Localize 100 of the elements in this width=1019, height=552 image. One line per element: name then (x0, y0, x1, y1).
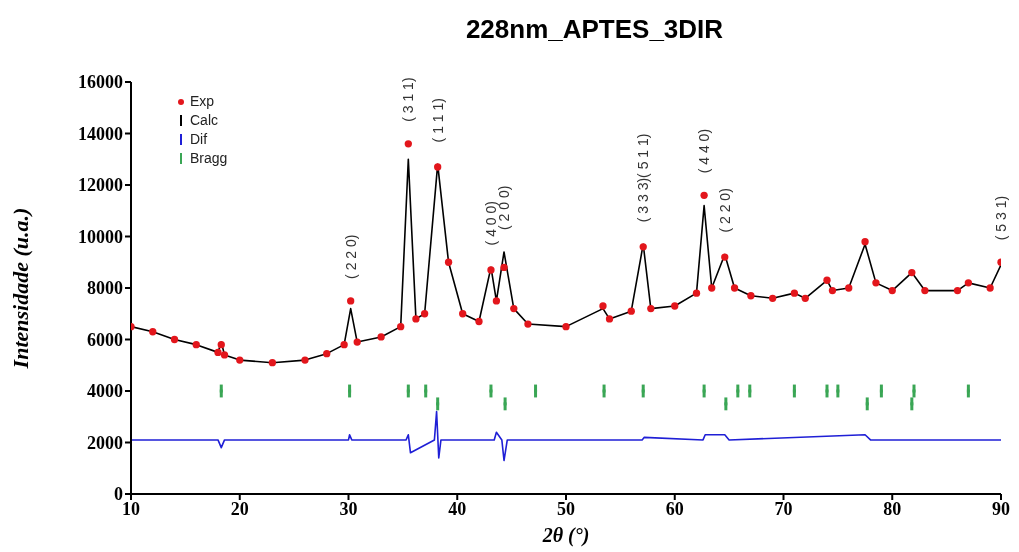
point (170, 335, 179, 344)
point (487, 266, 495, 274)
point (444, 258, 453, 266)
point (845, 284, 853, 292)
point (149, 328, 157, 336)
annotation: ( 1 1 1) (429, 98, 446, 143)
point (434, 163, 442, 171)
point (217, 341, 225, 349)
x-tick-label: 30 (339, 498, 358, 519)
point (692, 289, 701, 297)
point (489, 389, 493, 393)
x-tick-label: 50 (557, 498, 575, 519)
point (562, 322, 570, 331)
point (404, 140, 412, 148)
point (910, 402, 914, 406)
point (347, 297, 355, 305)
point (301, 356, 309, 364)
annotation: ( 3 3 3)( 5 1 1) (635, 133, 652, 223)
point (492, 297, 501, 305)
point (605, 315, 614, 323)
point (602, 389, 606, 393)
y-tick-label: 4000 (87, 381, 123, 402)
point (823, 276, 831, 284)
point (599, 302, 607, 310)
point (724, 402, 728, 406)
y-axis-title: Intensidade (u.a.) (7, 207, 33, 370)
point (627, 307, 635, 315)
y-tick-label: 6000 (87, 329, 123, 350)
annotation: ( 4 4 0) (696, 128, 713, 174)
x-tick-label: 90 (992, 498, 1010, 519)
point (510, 304, 518, 313)
point (503, 402, 507, 406)
point (768, 294, 777, 302)
x-tick-label: 80 (883, 498, 902, 519)
legend-label: Calc (190, 111, 219, 130)
point (828, 286, 837, 295)
point (888, 286, 896, 295)
y-tick-label: 14000 (78, 123, 123, 144)
point (192, 341, 200, 349)
legend-label: Dif (190, 130, 208, 149)
point (747, 292, 755, 300)
point (459, 310, 467, 318)
point (647, 304, 655, 313)
point (730, 284, 739, 292)
chart-title: 228nm_APTES_3DIR (464, 14, 725, 45)
point (908, 268, 916, 277)
point (220, 351, 229, 359)
legend-label: Exp (190, 92, 215, 111)
point (861, 238, 869, 246)
point (397, 322, 405, 331)
point (377, 333, 385, 341)
point (865, 402, 869, 406)
x-tick-label: 70 (774, 498, 793, 519)
point (214, 348, 222, 357)
point (702, 389, 706, 393)
point (219, 389, 223, 393)
point (475, 317, 483, 326)
point (964, 279, 973, 287)
point (825, 389, 829, 393)
annotation: ( 3 1 1) (400, 77, 417, 122)
point (801, 294, 809, 302)
point (790, 289, 799, 297)
point (671, 302, 679, 310)
point (412, 315, 420, 323)
point (323, 350, 331, 358)
annotation: ( 5 3 1) (993, 195, 1009, 241)
y-tick-label: 0 (114, 484, 123, 505)
x-tick-label: 10 (122, 498, 140, 519)
point (340, 341, 348, 349)
point (268, 359, 277, 367)
y-tick-label: 8000 (87, 278, 123, 299)
line-series (131, 410, 1001, 462)
point (708, 284, 716, 292)
annotation: ( 2 2 0) (716, 188, 733, 233)
y-tick-label: 2000 (87, 432, 123, 453)
y-tick-label: 10000 (78, 226, 123, 247)
x-tick-label: 40 (448, 498, 467, 519)
legend-label: Bragg (190, 149, 228, 168)
point (424, 389, 428, 393)
point (921, 286, 929, 295)
point (500, 263, 508, 272)
point (736, 389, 740, 393)
point (721, 253, 729, 261)
point (748, 389, 752, 393)
x-tick-label: 60 (665, 498, 684, 519)
point (986, 284, 994, 292)
point (524, 320, 532, 328)
point (872, 279, 880, 287)
point (639, 243, 647, 251)
point (836, 389, 840, 393)
y-tick-label: 16000 (78, 72, 123, 93)
point (353, 338, 361, 346)
annotation: ( 2 2 0) (342, 234, 359, 279)
point (236, 356, 244, 364)
point (420, 310, 429, 318)
point (912, 389, 916, 393)
x-tick-label: 20 (230, 498, 249, 519)
x-axis-title: 2θ (°) (541, 524, 590, 547)
point (641, 389, 645, 393)
point (953, 286, 962, 295)
